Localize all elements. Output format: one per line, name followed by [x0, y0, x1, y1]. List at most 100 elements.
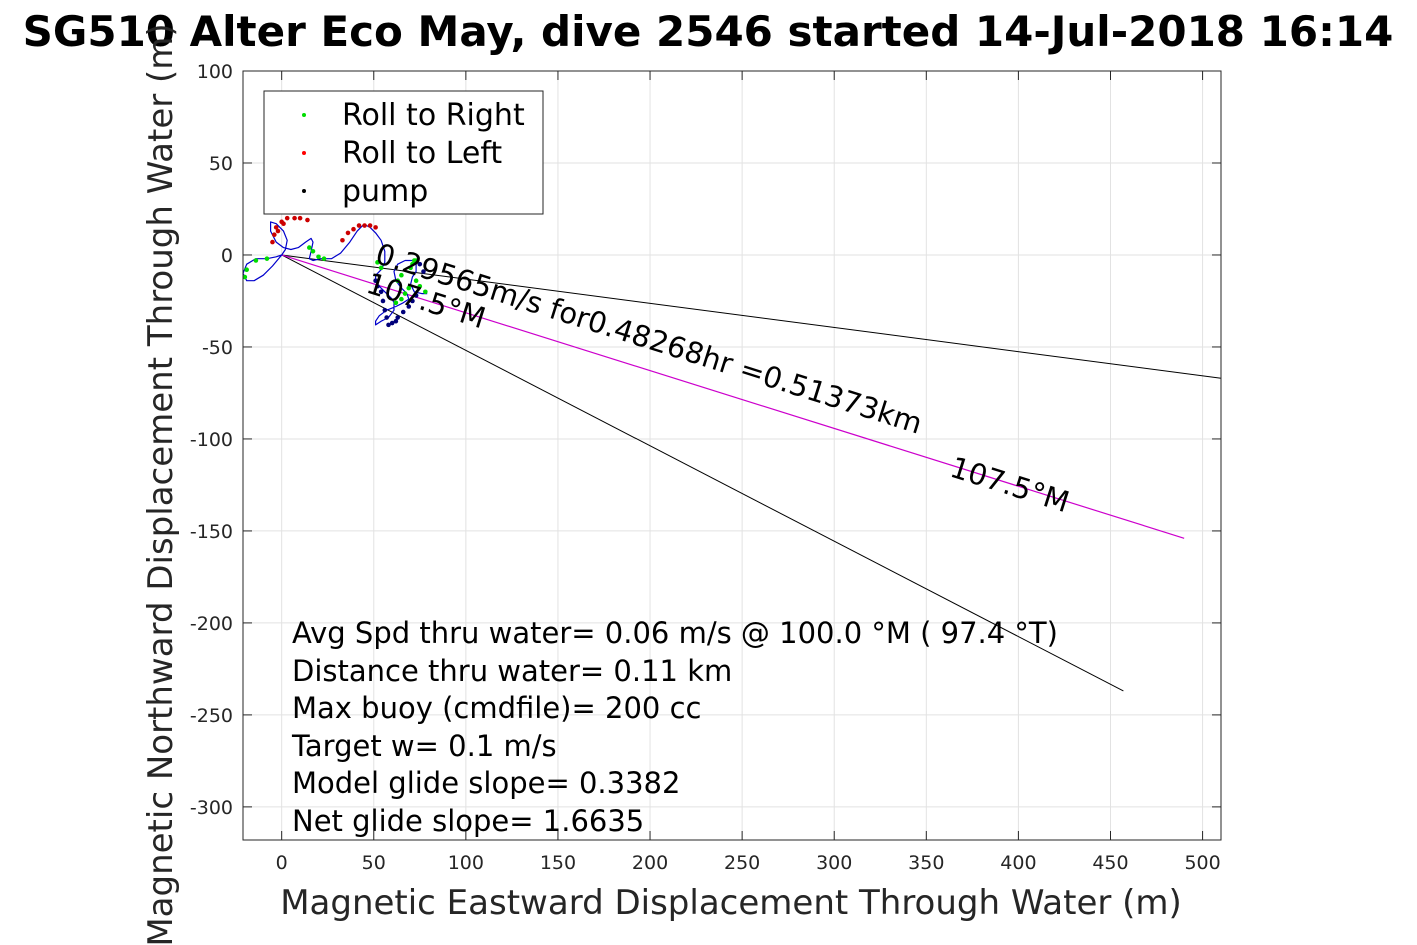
roll-left-point	[362, 223, 367, 228]
roll-right-point	[244, 267, 249, 272]
y-axis-label: Magnetic Northward Displacement Through …	[141, 23, 181, 945]
pump-point	[395, 315, 401, 320]
stat-distance: Distance thru water= 0.11 km	[292, 654, 732, 688]
line-avg-heading	[281, 254, 1185, 539]
y-tick-label: -300	[190, 797, 233, 819]
roll-left-point	[292, 215, 297, 221]
annotation-3: 107.5°M	[946, 450, 1073, 519]
x-tick-label: 350	[908, 852, 944, 874]
track-layer	[242, 221, 428, 326]
x-tick-label: 400	[1000, 852, 1036, 874]
roll-right-point	[375, 260, 380, 265]
x-tick-label: 150	[540, 852, 576, 874]
x-axis-label: Magnetic Eastward Displacement Through W…	[280, 883, 1182, 923]
pump-point	[373, 278, 378, 284]
pump-point	[417, 261, 423, 267]
roll-right-point	[264, 256, 270, 261]
pump-point	[406, 304, 412, 309]
roll-right-point	[413, 258, 419, 263]
pump-point	[386, 322, 391, 328]
chart-title: SG510 Alter Eco May, dive 2546 started 1…	[23, 7, 1394, 56]
roll-left-point	[305, 217, 310, 223]
roll-right-point	[310, 248, 316, 254]
chart-plot-area	[242, 215, 1222, 692]
pump-point	[378, 289, 384, 295]
roll-right-point	[378, 265, 384, 271]
pump-point	[382, 307, 388, 313]
roll-right-point	[253, 258, 259, 263]
roll-left-point	[340, 237, 345, 243]
roll-right-point	[242, 274, 248, 280]
y-tick-label: -200	[190, 613, 233, 635]
y-tick-label: -250	[190, 705, 233, 727]
roll-left-point	[373, 225, 378, 230]
pump-point	[400, 309, 406, 315]
legend: Roll to Right Roll to Left pump	[263, 90, 544, 215]
roll-left-point	[367, 223, 373, 228]
roll-left-point	[281, 221, 286, 226]
roll-left-point	[356, 223, 362, 228]
stat-max-buoy: Max buoy (cmdfile)= 200 cc	[292, 691, 701, 725]
pump-point	[413, 293, 419, 298]
x-tick-label: 0	[276, 852, 288, 874]
legend-label-pump: pump	[342, 174, 428, 209]
roll-right-point	[393, 300, 399, 306]
x-tick-label: 500	[1184, 852, 1220, 874]
pump-point	[375, 283, 380, 289]
roll-left-point	[351, 226, 356, 232]
roll-right-point	[410, 261, 415, 267]
roll-right-point	[395, 278, 401, 284]
legend-marker-roll-left	[302, 151, 306, 155]
pump-point	[393, 318, 399, 324]
line-bound-upper	[281, 254, 1222, 379]
roll-right-point	[423, 289, 428, 295]
lines-layer	[281, 254, 1222, 692]
legend-marker-roll-right	[302, 113, 306, 117]
x-ticks: 0 50 100 150 200 250 300 350 400 450 500	[276, 71, 1221, 874]
annotations: 0.29565m/s for0.48268hr =0.51373km 107.5°…	[362, 237, 1073, 520]
pump-point	[421, 269, 426, 274]
line-bound-lower	[281, 254, 1124, 692]
legend-label-roll-left: Roll to Left	[342, 136, 502, 171]
dive-track-line	[242, 221, 428, 326]
y-tick-label: -100	[190, 429, 233, 451]
roll-left-point	[272, 232, 277, 238]
stat-avg-speed: Avg Spd thru water= 0.06 m/s @ 100.0 °M …	[292, 616, 1058, 650]
stat-model-glide-slope: Model glide slope= 0.3382	[292, 766, 680, 800]
y-tick-label: 100	[197, 61, 233, 83]
roll-right-point	[399, 296, 404, 302]
roll-right-point	[316, 254, 321, 260]
roll-left-point	[297, 215, 303, 221]
y-tick-label: -50	[202, 337, 233, 359]
stat-net-glide-slope: Net glide slope= 1.6635	[292, 804, 644, 838]
roll-left-point	[273, 225, 279, 230]
y-ticks: 100 50 0 -50 -100 -150 -200 -250 -300	[190, 61, 1221, 819]
roll-left-point	[275, 228, 281, 234]
legend-box	[263, 90, 544, 215]
annotation-1: 0.29565m/s for0.48268hr =0.51373km	[372, 237, 927, 441]
roll-right-point	[413, 278, 419, 284]
roll-right-point	[307, 245, 312, 250]
axes-box	[242, 70, 1222, 841]
roll-right-point	[399, 272, 404, 278]
x-tick-label: 300	[816, 852, 852, 874]
y-tick-label: 0	[221, 245, 233, 267]
legend-label-roll-right: Roll to Right	[342, 98, 525, 133]
x-tick-label: 250	[724, 852, 760, 874]
roll-right-point	[321, 256, 327, 261]
roll-right-point	[417, 283, 423, 289]
stats-block: Avg Spd thru water= 0.06 m/s @ 100.0 °M …	[291, 616, 1058, 838]
pump-point	[410, 298, 415, 304]
x-tick-label: 100	[448, 852, 484, 874]
stat-target-w: Target w= 0.1 m/s	[291, 729, 557, 763]
x-tick-label: 450	[1092, 852, 1128, 874]
roll-left-point	[345, 230, 351, 236]
y-tick-label: 50	[209, 153, 233, 175]
roll-right-point	[408, 265, 413, 271]
pump-point	[380, 298, 386, 304]
roll-left-point	[284, 215, 290, 221]
roll-right-point	[402, 291, 408, 296]
pump-point	[384, 315, 389, 320]
x-tick-label: 200	[632, 852, 668, 874]
